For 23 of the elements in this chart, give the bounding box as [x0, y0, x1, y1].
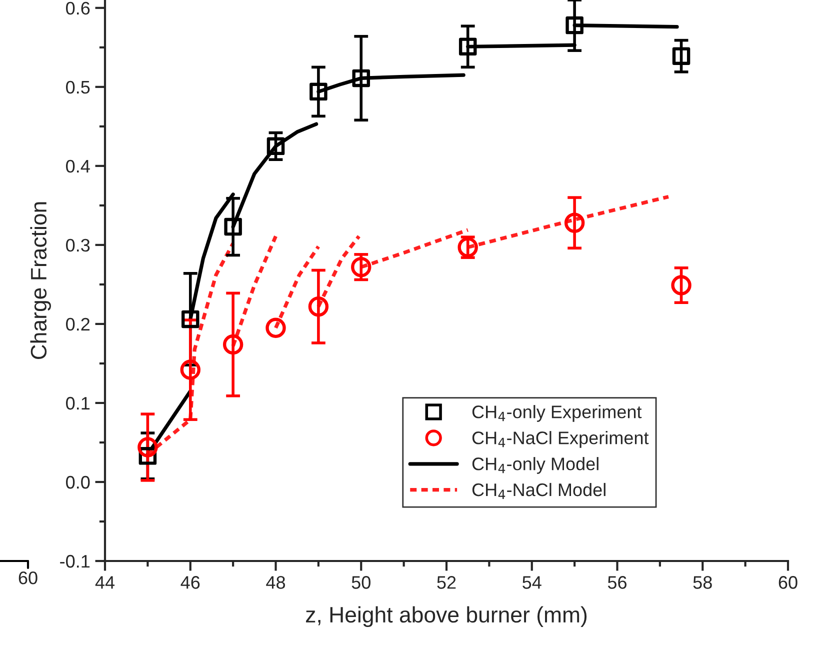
- legend-label: CH$_{4}$-NaCl Model: [472, 482, 606, 499]
- x-tick-label: 54: [522, 576, 542, 589]
- x-tick-label: 46: [180, 576, 200, 589]
- y-axis-title: Charge Fraction: [30, 202, 51, 360]
- y-tick-label: -0.1: [60, 554, 90, 568]
- y-tick-label: 0.1: [66, 396, 90, 410]
- x-tick-label: 52: [437, 576, 456, 589]
- legend-label: CH$_{4}$-only Experiment: [472, 405, 642, 422]
- legend-label: CH$_{4}$-only Model: [472, 457, 598, 474]
- x-tick-label: 56: [608, 576, 626, 589]
- x-tick-label: 60: [778, 576, 798, 589]
- x-tick-label: 48: [266, 576, 286, 589]
- y-tick-label: 0.2: [66, 318, 90, 331]
- y-tick-label: 0.5: [66, 80, 90, 94]
- y-tick-label: 0.3: [66, 238, 90, 252]
- legend-label: CH$_{4}$-NaCl Experiment: [472, 431, 649, 448]
- y-tick-label: 0.6: [66, 2, 90, 15]
- x-tick-label: 50: [352, 576, 370, 589]
- x-tick-label: 58: [693, 576, 712, 589]
- y-tick-label: 0.4: [66, 160, 90, 173]
- x-tick-label: 44: [95, 576, 115, 589]
- x-axis-title: z, Height above burner (mm): [306, 606, 587, 628]
- y-tick-label: 0.0: [66, 476, 90, 489]
